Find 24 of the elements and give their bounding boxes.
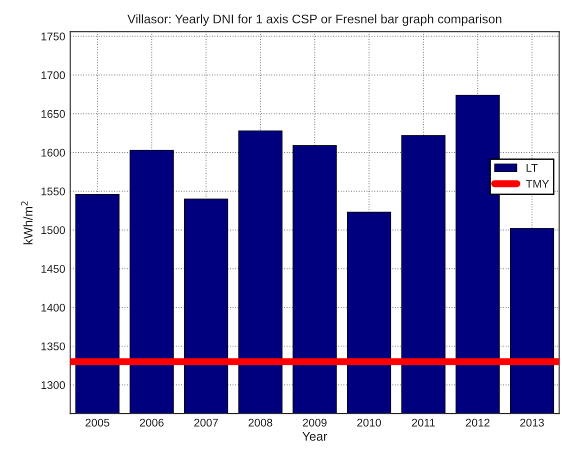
y-tick-label: 1400: [42, 304, 65, 312]
y-tick-label: 1750: [42, 32, 65, 40]
chart-title: Villasor: Yearly DNI for 1 axis CSP or Fresnel bar graph comparison: [127, 14, 502, 26]
y-tick-label: 1350: [42, 342, 65, 350]
legend-label: TMY: [526, 180, 549, 188]
y-tick-label: 1650: [42, 110, 65, 118]
y-tick-label: 1600: [42, 148, 65, 157]
y-axis-title: kWh/m$^{2}$: [21, 201, 33, 244]
legend-label: LT: [526, 164, 538, 172]
x-axis-title: Year: [302, 432, 328, 441]
x-tick-label: 2010: [357, 418, 381, 427]
y-tick-label: 1300: [42, 381, 65, 390]
x-tick-label: 2006: [140, 418, 164, 427]
x-tick-label: 2005: [86, 418, 110, 427]
x-tick-label: 2011: [412, 418, 435, 427]
y-tick-label: 1500: [42, 226, 65, 234]
x-tick-label: 2012: [466, 418, 490, 427]
x-tick-label: 2008: [248, 418, 272, 427]
x-tick-label: 2009: [302, 418, 327, 427]
x-tick-label: 2013: [520, 418, 544, 427]
y-tick-label: 1450: [42, 264, 65, 273]
y-tick-label: 1700: [42, 71, 65, 80]
x-tick-label: 2007: [194, 418, 218, 427]
y-tick-label: 1550: [42, 188, 65, 196]
